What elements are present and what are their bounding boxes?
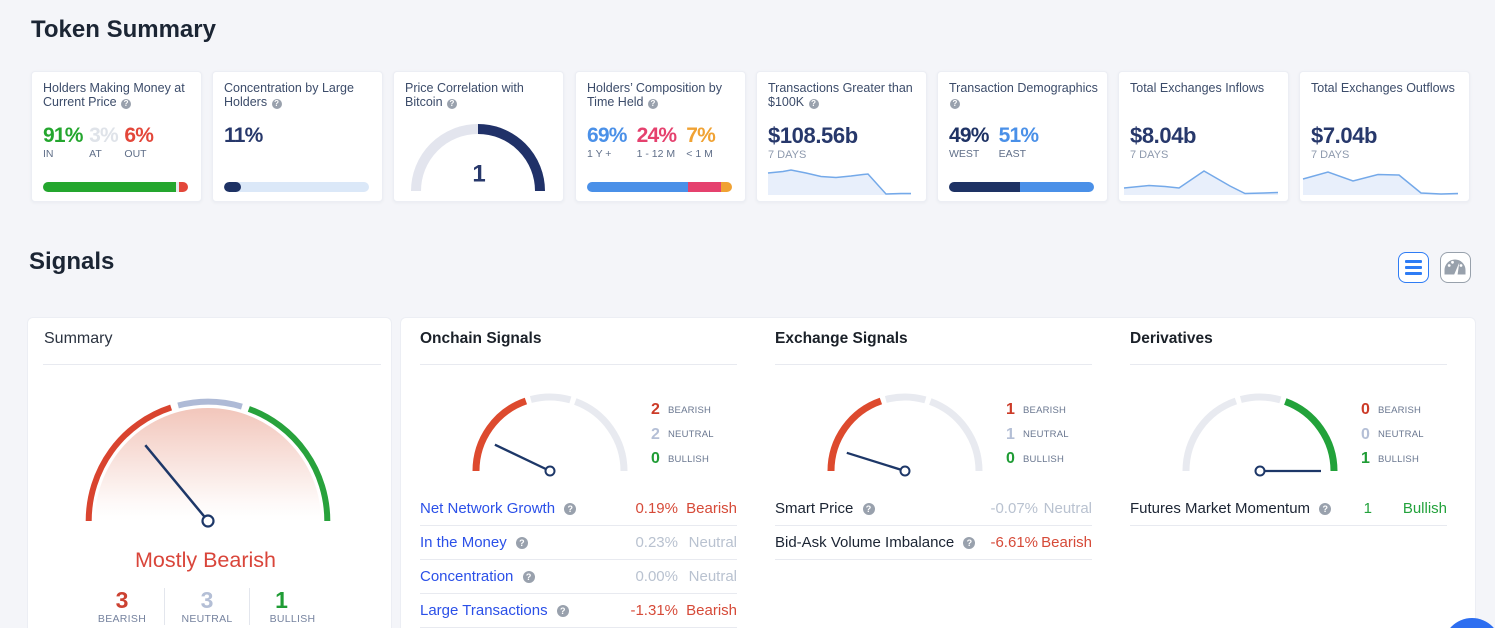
svg-text:1: 1 xyxy=(472,161,485,188)
